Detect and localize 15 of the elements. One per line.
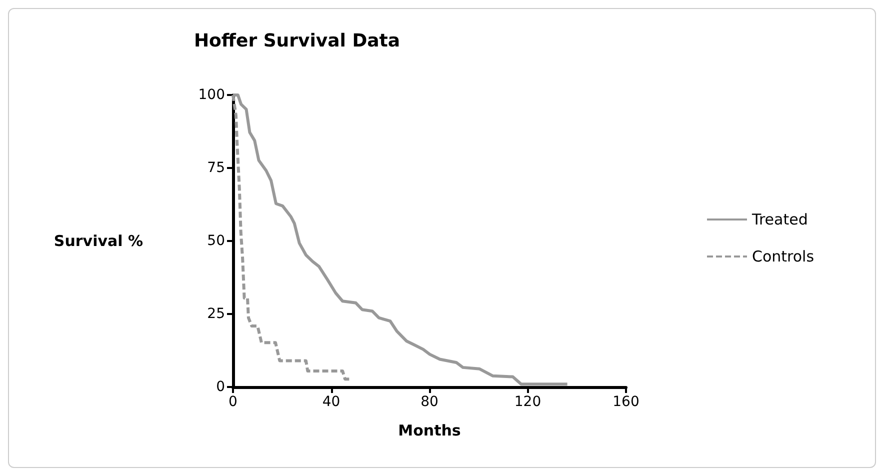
x-tick-label: 160 — [612, 394, 640, 410]
x-tick-label: 40 — [322, 394, 340, 410]
y-tick-label: 25 — [207, 306, 225, 322]
y-tick-label: 50 — [207, 233, 225, 249]
legend-label: Controls — [752, 248, 814, 266]
x-tick-label: 120 — [514, 394, 542, 410]
y-tick-label: 75 — [207, 160, 225, 176]
x-tick-label: 0 — [228, 394, 238, 410]
chart-title: Hoffer Survival Data — [194, 30, 400, 52]
y-tick-label: 100 — [198, 87, 225, 103]
y-axis-title: Survival % — [54, 232, 143, 250]
y-tick-label: 0 — [216, 379, 225, 395]
legend-label: Treated — [751, 210, 808, 228]
x-axis-title: Months — [398, 422, 461, 440]
x-tick-label: 80 — [420, 394, 438, 410]
